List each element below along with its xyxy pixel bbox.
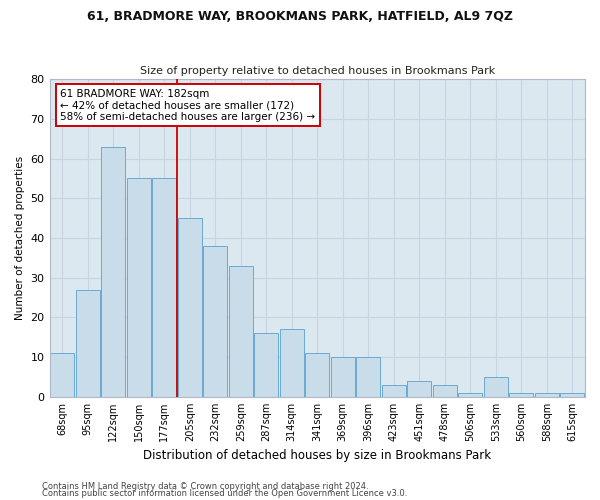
Text: 61 BRADMORE WAY: 182sqm
← 42% of detached houses are smaller (172)
58% of semi-d: 61 BRADMORE WAY: 182sqm ← 42% of detache… — [60, 88, 316, 122]
Bar — [560, 393, 584, 397]
Bar — [152, 178, 176, 397]
Bar — [127, 178, 151, 397]
Text: Contains HM Land Registry data © Crown copyright and database right 2024.: Contains HM Land Registry data © Crown c… — [42, 482, 368, 491]
Bar — [484, 377, 508, 397]
Bar — [433, 385, 457, 397]
Bar — [76, 290, 100, 397]
Bar — [229, 266, 253, 397]
Bar — [254, 334, 278, 397]
Bar — [50, 353, 74, 397]
Bar — [331, 357, 355, 397]
Bar — [407, 381, 431, 397]
Bar — [382, 385, 406, 397]
Text: 61, BRADMORE WAY, BROOKMANS PARK, HATFIELD, AL9 7QZ: 61, BRADMORE WAY, BROOKMANS PARK, HATFIE… — [87, 10, 513, 23]
Bar — [356, 357, 380, 397]
X-axis label: Distribution of detached houses by size in Brookmans Park: Distribution of detached houses by size … — [143, 450, 491, 462]
Bar — [458, 393, 482, 397]
Bar — [509, 393, 533, 397]
Bar — [178, 218, 202, 397]
Text: Contains public sector information licensed under the Open Government Licence v3: Contains public sector information licen… — [42, 489, 407, 498]
Bar — [101, 146, 125, 397]
Bar — [203, 246, 227, 397]
Bar — [535, 393, 559, 397]
Bar — [280, 330, 304, 397]
Y-axis label: Number of detached properties: Number of detached properties — [15, 156, 25, 320]
Title: Size of property relative to detached houses in Brookmans Park: Size of property relative to detached ho… — [140, 66, 495, 76]
Bar — [305, 353, 329, 397]
